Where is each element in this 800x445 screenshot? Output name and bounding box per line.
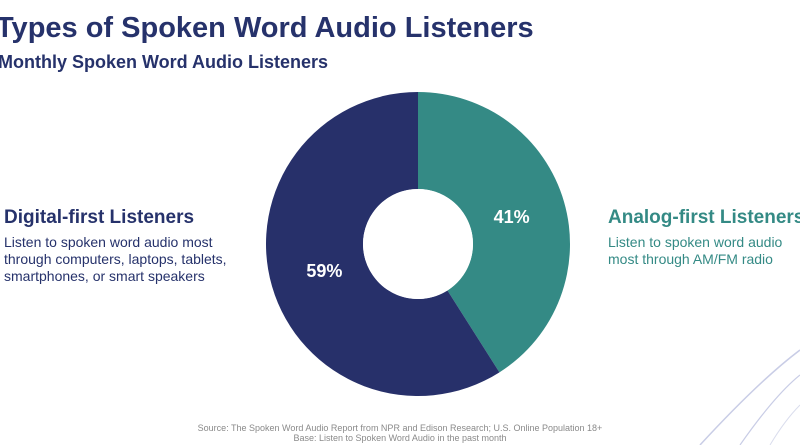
- legend-digital: Digital-first Listeners Listen to spoken…: [4, 207, 254, 285]
- donut-slices: [265, 92, 570, 396]
- swoosh-line: [699, 349, 800, 445]
- legend-analog-description: Listen to spoken word audio most through…: [608, 234, 783, 267]
- donut-hole: [363, 189, 473, 299]
- slice-value-label: 59%: [306, 261, 342, 281]
- legend-digital-description: Listen to spoken word audio most through…: [4, 234, 227, 284]
- legend-analog: Analog-first Listeners Listen to spoken …: [608, 207, 800, 268]
- swoosh-line: [739, 374, 800, 445]
- slice-value-label: 41%: [494, 207, 530, 227]
- source-line: Source: The Spoken Word Audio Report fro…: [197, 423, 603, 433]
- legend-analog-heading: Analog-first Listeners: [608, 207, 800, 228]
- source-note: Source: The Spoken Word Audio Report fro…: [0, 423, 800, 443]
- donut-slice-analog: [418, 92, 570, 373]
- base-line: Base: Listen to Spoken Word Audio in the…: [293, 433, 507, 443]
- swoosh-line: [769, 404, 800, 445]
- chart-subtitle: Monthly Spoken Word Audio Listeners: [0, 52, 329, 72]
- legend-digital-heading: Digital-first Listeners: [4, 207, 195, 228]
- chart-title: Types of Spoken Word Audio Listeners: [0, 12, 534, 44]
- donut-slice-labels: 41% 59%: [306, 207, 529, 281]
- donut-slice-digital: [265, 92, 500, 396]
